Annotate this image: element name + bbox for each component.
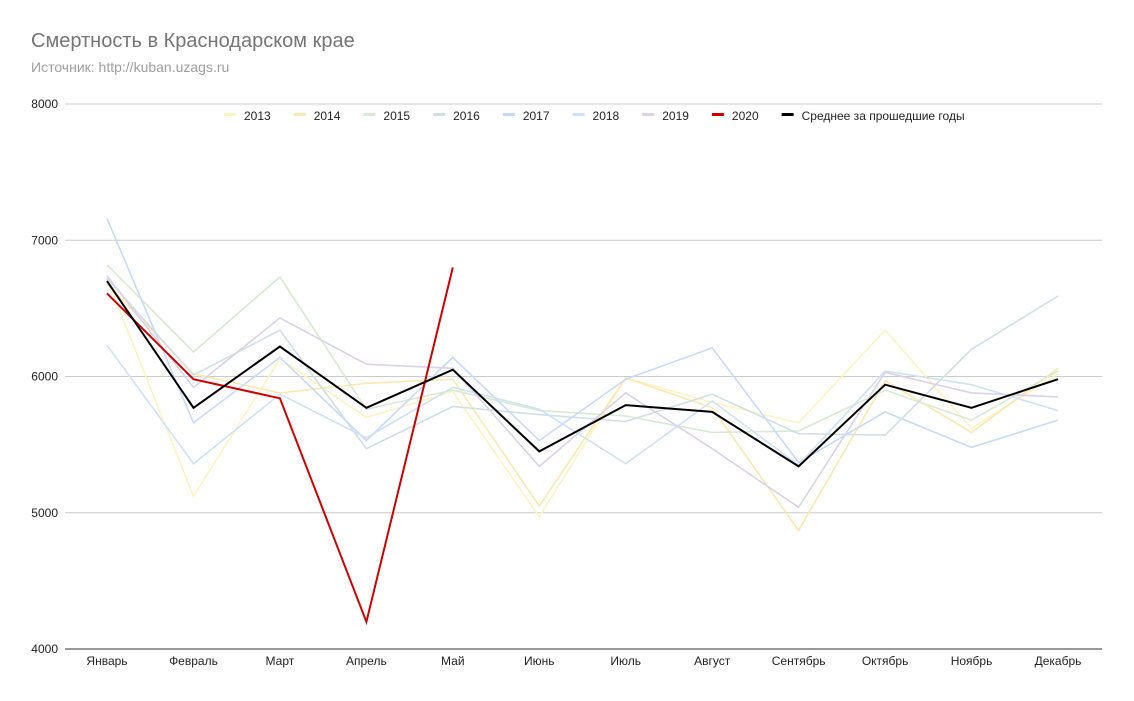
legend-swatch	[502, 113, 515, 116]
x-tick-label: Май	[441, 654, 465, 668]
legend-label: 2013	[244, 109, 271, 123]
legend-swatch	[642, 113, 655, 116]
x-tick-label: Июнь	[524, 654, 555, 668]
legend-label: 2016	[453, 109, 480, 123]
legend-swatch	[363, 113, 376, 116]
legend-label: 2017	[523, 109, 550, 123]
x-tick-label: Февраль	[169, 654, 218, 668]
x-tick-label: Апрель	[346, 654, 387, 668]
x-tick-label: Ноябрь	[951, 654, 993, 668]
legend-swatch	[572, 113, 585, 116]
legend-label: Среднее за прошедшие годы	[802, 109, 965, 123]
x-tick-label: Октябрь	[862, 654, 909, 668]
series-line-2016	[106, 277, 1059, 450]
legend-label: 2015	[383, 109, 410, 123]
legend-label: 2020	[732, 109, 759, 123]
x-axis-ticks: Январь Февраль Март Апрель Май Июнь Июль Август…	[86, 654, 1081, 668]
legend-label: 2014	[314, 109, 341, 123]
y-tick-label: 8000	[31, 97, 58, 111]
series-line-2013	[106, 278, 1059, 519]
chart-subtitle: Источник: http://kuban.uzags.ru	[31, 59, 230, 75]
series-lines	[106, 218, 1059, 626]
x-tick-label: Декабрь	[1035, 654, 1082, 668]
y-tick-label: 6000	[31, 370, 58, 384]
legend: 2013 2014 2015 2016 2017 2018 2019 2020 Среднее …	[224, 109, 965, 123]
x-tick-label: Август	[694, 654, 731, 668]
series-line-2019	[106, 275, 1059, 509]
series-line-2015	[106, 264, 1059, 434]
gridlines	[65, 103, 1102, 650]
x-tick-label: Март	[266, 654, 295, 668]
legend-label: 2018	[593, 109, 620, 123]
legend-swatch	[224, 113, 236, 116]
x-tick-label: Сентябрь	[772, 654, 826, 668]
series-line-2020	[106, 267, 454, 626]
y-tick-label: 5000	[31, 506, 58, 520]
y-axis-ticks: 4000 5000 6000 7000 8000	[31, 97, 58, 656]
x-tick-label: Июль	[610, 654, 641, 668]
series-line-среднее-за-прошедшие-годы	[106, 280, 1059, 468]
y-tick-label: 7000	[31, 233, 58, 247]
legend-swatch	[293, 113, 306, 116]
legend-swatch	[433, 113, 446, 116]
legend-swatch	[781, 113, 794, 116]
legend-label: 2019	[662, 109, 689, 123]
legend-swatch	[711, 113, 724, 116]
y-tick-label: 4000	[31, 642, 58, 656]
series-line-2017	[106, 218, 1059, 464]
series-line-2018	[106, 344, 1059, 467]
x-tick-label: Январь	[86, 654, 127, 668]
chart-title: Смертность в Краснодарском крае	[31, 30, 355, 52]
